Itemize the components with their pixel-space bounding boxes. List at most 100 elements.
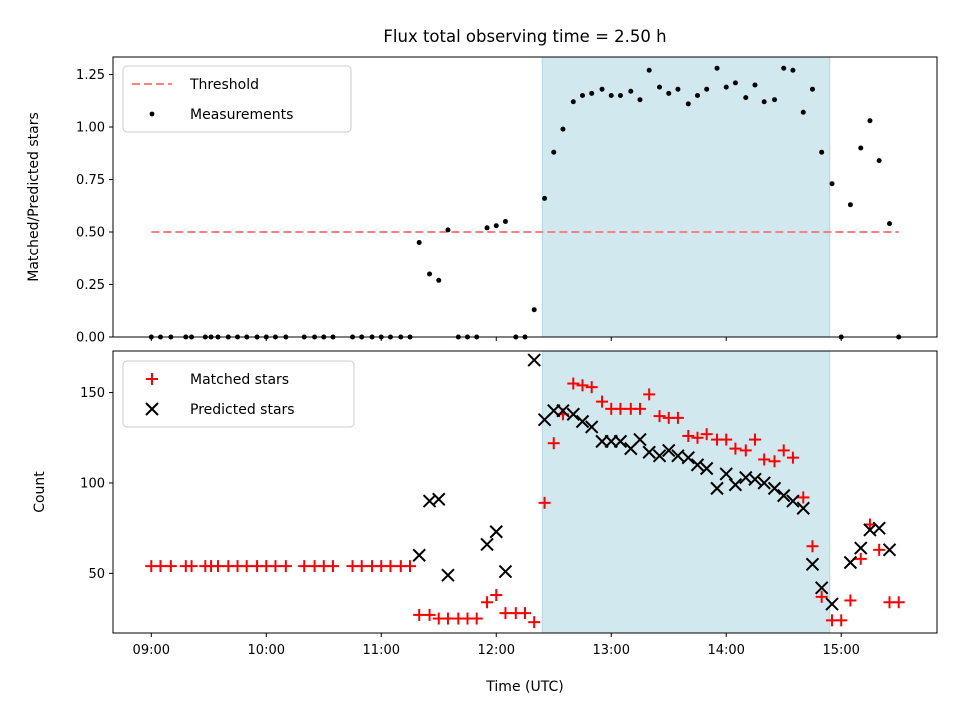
predicted-star-point [805,557,820,572]
measurement-point [666,90,672,96]
matched-star-point [720,433,733,446]
bottom-legend-box [122,360,355,428]
matched-star-point [154,560,167,573]
matched-star-point [423,608,436,621]
legend-predicted-label: Predicted stars [190,402,295,418]
matched-star-point [854,552,867,565]
measurement-point [542,195,548,201]
matched-star-point [643,388,656,401]
x-tick-label: 10:00 [248,643,285,658]
x-tick-label: 14:00 [707,643,744,658]
matched-star-point [355,560,368,573]
measurement-point [551,149,557,155]
predicted-star-point [498,564,513,579]
matched-star-point [499,607,512,620]
top-y-tick-label: 1.00 [76,120,105,135]
x-tick-label: 13:00 [593,643,630,658]
matched-star-point [671,411,684,424]
matched-star-point [633,402,646,415]
bottom-y-axis-label: Count [32,471,48,513]
top-legend-box [122,65,352,133]
predicted-star-point [872,521,886,535]
predicted-star-point [556,403,570,418]
matched-star-point [269,560,282,573]
measurement-point [416,239,422,245]
measurement-point [781,65,787,71]
measurement-point [694,92,700,98]
predicted-star-point [757,476,771,490]
matched-star-point [413,608,426,621]
predicted-star-point [719,467,733,481]
matched-star-point [786,451,799,464]
top-y-tick-label: 0.00 [76,331,105,346]
predicted-star-point [882,543,897,557]
measurement-point [531,307,537,313]
measurement-point [867,118,873,124]
top-legend: Threshold Measurements [122,65,352,133]
top-axis-ticks: 0.00 0.25 0.50 0.75 1.00 1.25 [76,68,842,346]
matched-star-point [758,453,771,466]
predicted-star-point [690,458,705,472]
legend-predicted-swatch [145,402,159,416]
predicted-star-point [633,432,647,447]
matched-star-point [326,560,339,573]
matched-star-point [797,491,810,504]
matched-star-point [806,540,819,553]
top-y-tick-label: 0.75 [76,173,105,188]
x-tick-label: 09:00 [133,643,170,658]
matched-star-point [653,410,666,423]
measurement-point [743,95,749,101]
measurement-point [579,92,585,98]
predicted-star-point [662,443,676,458]
matched-star-point [576,379,589,392]
measurement-point [790,67,796,73]
matched-star-points [145,377,905,629]
matched-star-point [481,596,494,609]
matched-star-point [892,596,905,609]
measurement-point [772,97,778,103]
matched-star-point [164,560,177,573]
measurement-point [752,82,758,88]
matched-star-point [470,612,483,625]
predicted-star-point [728,478,743,492]
top-y-tick-label: 0.25 [76,278,105,293]
measurement-point [436,277,442,283]
measurement-point [819,149,825,155]
observing-window-span-top [541,56,831,338]
matched-star-point [538,496,551,509]
predicted-star-point [642,445,656,459]
matched-star-point [185,560,198,573]
measurement-point [599,86,605,92]
predicted-star-point [489,525,503,539]
measurement-point [657,84,663,90]
top-axes-frame [112,56,938,338]
measurement-point [876,158,882,164]
measurement-point [847,202,853,208]
predicted-star-point [671,449,685,463]
predicted-star-point [652,449,667,463]
measurement-point [560,126,566,132]
measurement-point [761,99,767,105]
x-axis-label: Time (UTC) [485,679,563,695]
predicted-star-point [825,597,839,611]
matched-star-point [528,616,541,629]
legend-measurements-label: Measurements [190,107,293,123]
predicted-star-point [681,450,695,465]
measurement-point [637,97,643,103]
predicted-star-point [786,494,800,508]
matched-star-point [279,560,292,573]
predicted-star-point [441,568,455,582]
predicted-star-point [796,501,810,515]
predicted-star-point [613,434,628,449]
bottom-axis-ticks: 09:00 10:00 11:00 12:00 13:00 14:00 15:00 50 100… [80,386,860,658]
predicted-star-points [412,353,897,611]
legend-matched-label: Matched stars [190,372,289,388]
matched-star-point [768,455,781,468]
chart-title: Flux total observing time = 2.50 h [383,27,666,46]
measurement-point [617,92,623,98]
legend-matched-swatch [146,373,158,385]
measurement-point [589,90,595,96]
matched-star-point [298,560,311,573]
matched-star-point [585,381,598,394]
x-tick-label: 12:00 [478,643,515,658]
